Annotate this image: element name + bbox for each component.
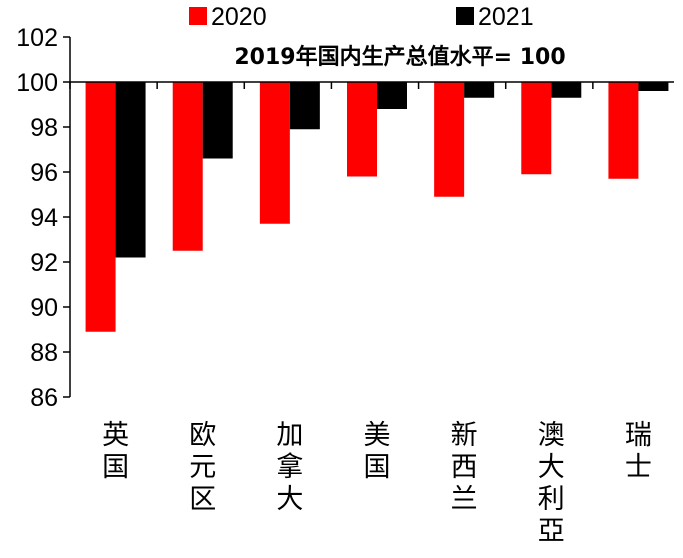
legend-swatch-2021 [456, 7, 474, 25]
x-category-label: 澳大利亞 [538, 420, 565, 547]
bar-2020-0 [85, 82, 116, 332]
y-tick-label: 98 [30, 114, 58, 142]
baseline-axis [69, 81, 674, 89]
chart-legend: 2020 2021 [189, 3, 534, 31]
bar-2021-2 [289, 82, 320, 130]
x-category-label: 瑞士 [625, 420, 652, 483]
y-tick-label: 94 [30, 204, 58, 232]
bar-2021-1 [202, 82, 233, 159]
x-category-label: 美国 [364, 420, 391, 483]
y-tick-label: 102 [16, 24, 58, 52]
bars [85, 82, 669, 332]
bar-2021-0 [115, 82, 146, 258]
x-category-label: 欧元区 [189, 420, 216, 515]
bar-2021-5 [551, 82, 582, 98]
bar-2021-6 [638, 82, 669, 91]
bar-2020-5 [521, 82, 552, 175]
chart-title: 2019年国内生产总值水平= 100 [234, 44, 565, 70]
y-axis: 86 88 90 92 94 96 98 100 102 [16, 24, 71, 412]
legend-label: 2021 [478, 3, 534, 31]
bar-2020-6 [608, 82, 639, 179]
legend-swatch-2020 [189, 7, 207, 25]
bar-2020-1 [172, 82, 203, 251]
y-tick-label: 86 [30, 384, 58, 412]
x-axis-labels: 英国 欧元区 加拿大 美国 新西兰 澳大利亞 瑞士 [102, 420, 652, 547]
bar-2020-3 [347, 82, 377, 177]
bar-2021-4 [464, 82, 495, 98]
bar-2020-2 [259, 82, 290, 224]
y-tick-label: 96 [30, 159, 58, 187]
y-tick-label: 92 [30, 249, 58, 277]
y-tick-label: 90 [30, 294, 58, 322]
x-category-label: 新西兰 [451, 420, 478, 515]
bar-2020-4 [434, 82, 465, 197]
y-tick-label: 100 [16, 69, 58, 97]
x-category-label: 英国 [102, 420, 129, 483]
y-tick-label: 88 [30, 339, 58, 367]
legend-label: 2020 [211, 3, 267, 31]
x-category-label: 加拿大 [276, 420, 303, 515]
bar-2021-3 [377, 82, 407, 109]
